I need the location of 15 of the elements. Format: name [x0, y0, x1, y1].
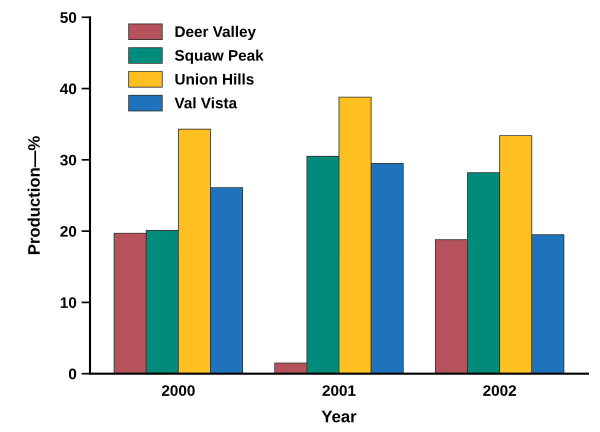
x-tick-label: 2001: [322, 385, 356, 396]
x-tick-label: 2002: [483, 385, 516, 396]
y-tick-label: 10: [60, 297, 76, 308]
legend-label: Union Hills: [175, 73, 254, 85]
x-axis-title: Year: [322, 410, 356, 422]
legend-label: Deer Valley: [176, 26, 256, 40]
y-tick-label: 0: [68, 368, 76, 380]
y-tick-label: 40: [60, 83, 76, 94]
y-axis-title: Production—%: [28, 136, 40, 254]
legend-label: Val Vista: [174, 97, 238, 108]
legend-label: Squaw Peak: [174, 50, 264, 64]
y-tick-label: 50: [60, 12, 76, 23]
x-tick-label: 2000: [162, 385, 195, 396]
y-tick-label: 30: [60, 154, 76, 166]
y-tick-label: 20: [60, 226, 76, 237]
